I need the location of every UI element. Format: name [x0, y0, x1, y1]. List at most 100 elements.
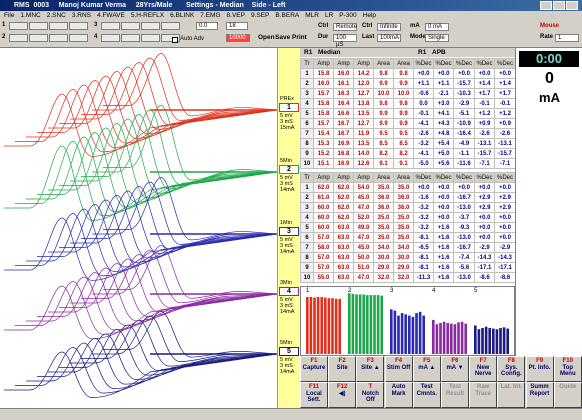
- function-key[interactable]: Test Result: [441, 382, 469, 408]
- cell: 8: [300, 252, 314, 263]
- column-header: %Dec: [433, 172, 454, 183]
- function-key[interactable]: F7 New Nerve: [469, 356, 498, 382]
- channel-setting-box[interactable]: [121, 34, 140, 42]
- function-key[interactable]: Lat. Int.: [497, 382, 526, 408]
- field-value[interactable]: 1: [555, 34, 579, 42]
- function-key[interactable]: F8 Sys. Config.: [497, 356, 526, 382]
- auto-adv-checkbox[interactable]: [172, 37, 178, 43]
- channel-setting-box[interactable]: [121, 22, 140, 30]
- cell: +4.8: [433, 128, 454, 139]
- bar: [439, 323, 442, 354]
- channel-number: 3: [279, 227, 299, 236]
- entry-box: 0.0: [196, 22, 218, 30]
- channel-setting-box[interactable]: [49, 34, 68, 42]
- maximize-button[interactable]: [553, 1, 565, 10]
- menu-item[interactable]: 9.SEP: [250, 12, 270, 19]
- channel-setting-box[interactable]: [29, 34, 48, 42]
- channel-setting-box[interactable]: [49, 22, 68, 30]
- close-button[interactable]: [566, 1, 578, 10]
- channel-setting-box[interactable]: [9, 22, 28, 30]
- minimize-button[interactable]: [540, 1, 552, 10]
- channel-setting-box[interactable]: [69, 34, 88, 42]
- cell: -14.3: [474, 252, 495, 263]
- menu-item[interactable]: 5.H-REFLX: [130, 12, 165, 19]
- cell: -0.6: [413, 88, 434, 99]
- field-value[interactable]: 100 µS: [333, 34, 357, 48]
- cell: +1.1: [433, 78, 454, 89]
- key-label: mA ▼: [446, 364, 464, 371]
- function-key[interactable]: F5 mA ▲: [412, 356, 441, 382]
- cell: -2.9: [474, 242, 495, 253]
- menu-item[interactable]: 2.SNC: [46, 12, 66, 19]
- menu-item[interactable]: 1.MNC: [20, 12, 41, 19]
- menu-item[interactable]: 7.EMG: [200, 12, 221, 19]
- field-value[interactable]: 0 mA: [425, 23, 449, 31]
- menu-item[interactable]: B.BERA: [275, 12, 300, 19]
- cell: +0.9: [494, 118, 516, 129]
- cell: -3.2: [413, 212, 434, 223]
- bar: [327, 298, 331, 354]
- function-key[interactable]: F11 Local Sett.: [300, 382, 328, 408]
- field-value[interactable]: Infinite: [377, 23, 401, 31]
- function-key[interactable]: Auto Mark: [384, 382, 413, 408]
- field-value[interactable]: Single: [425, 34, 449, 42]
- cell: -8.1: [413, 252, 434, 263]
- channel-setting-box[interactable]: [101, 22, 120, 30]
- function-key[interactable]: F10 Top Menu: [553, 356, 582, 382]
- channel-setting-box[interactable]: [69, 22, 88, 30]
- toolbar-button[interactable]: Open: [258, 34, 275, 41]
- cell: 7: [300, 128, 314, 139]
- channel-setting-box[interactable]: [9, 34, 28, 42]
- channel-setting-box[interactable]: [161, 34, 180, 42]
- cell: 12.6: [353, 158, 374, 169]
- channel-setting-box[interactable]: [161, 22, 180, 30]
- function-key[interactable]: F3 Site ▲: [356, 356, 385, 382]
- site-muscle: APB: [432, 49, 446, 56]
- channel-setting-box[interactable]: [141, 22, 160, 30]
- cell: +5.6: [433, 158, 454, 169]
- field-value[interactable]: Remote: [333, 23, 357, 31]
- cell: 5: [300, 108, 314, 119]
- channel-setting-box[interactable]: [29, 22, 48, 30]
- function-key[interactable]: F2 Site: [328, 356, 357, 382]
- cell: +2.9: [474, 202, 495, 213]
- bar: [477, 329, 481, 354]
- function-key[interactable]: Guide: [553, 382, 582, 408]
- data-row: 4 60.0 62.0 52.0 35.0 35.0 -3.2 +0.0 -3.7 +0.0 +0.…: [300, 212, 516, 223]
- menu-item[interactable]: 6.BLINK: [170, 12, 195, 19]
- channel-setting-box[interactable]: [141, 34, 160, 42]
- function-key[interactable]: T Notch Off: [356, 382, 385, 408]
- field-label: Ctrl: [318, 23, 329, 29]
- function-key[interactable]: Test Cmnts.: [412, 382, 441, 408]
- menu-item[interactable]: 8.VEP: [226, 12, 245, 19]
- function-key[interactable]: F4 Stim Off: [384, 356, 413, 382]
- channel-setting-box[interactable]: [101, 34, 120, 42]
- cell: 35.0: [393, 222, 414, 233]
- function-key[interactable]: Raw Trace: [469, 382, 498, 408]
- menu-item[interactable]: MLR: [305, 12, 319, 19]
- cell: 51.0: [353, 262, 374, 273]
- menu-item[interactable]: LR: [324, 12, 334, 19]
- field-value[interactable]: 100mA: [377, 34, 401, 42]
- function-key[interactable]: F9 Pt. Info.: [525, 356, 554, 382]
- menu-item[interactable]: P-300: [339, 12, 357, 19]
- menu-item[interactable]: 3.RNS: [71, 12, 92, 19]
- function-key[interactable]: Summ Report: [525, 382, 554, 408]
- key-code: T: [368, 384, 373, 390]
- toolbar-button[interactable]: Save: [275, 34, 291, 41]
- function-key[interactable]: F6 mA ▼: [441, 356, 469, 382]
- toolbar-button[interactable]: Print: [292, 34, 307, 41]
- cell: 15.3: [313, 138, 334, 149]
- menu-item[interactable]: File: [4, 12, 15, 19]
- menu-item[interactable]: 4.FWAVE: [97, 12, 125, 19]
- function-key[interactable]: F12 ◀): [328, 382, 357, 408]
- menu-item[interactable]: Help: [362, 12, 377, 19]
- cell: -13.0: [453, 202, 475, 213]
- cell: -2.9: [494, 242, 516, 253]
- cell: +0.0: [453, 182, 475, 193]
- cell: +3.0: [433, 98, 454, 109]
- entry-box: 18: [226, 22, 248, 30]
- waveform-trace: [81, 62, 278, 126]
- function-key[interactable]: F1 Capture: [300, 356, 328, 382]
- cell: +2.9: [494, 202, 516, 213]
